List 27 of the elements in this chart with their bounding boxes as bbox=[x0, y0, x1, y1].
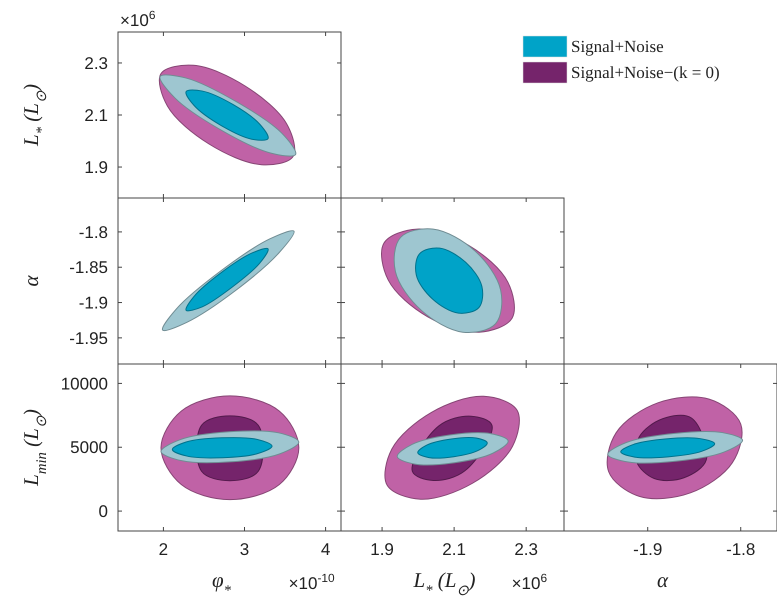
x-axis-title: α bbox=[656, 568, 669, 592]
y-tick-label: 2.1 bbox=[84, 106, 108, 125]
y-tick-label: -1.9 bbox=[78, 293, 108, 312]
text: ×10$^{-10}$ bbox=[288, 571, 336, 593]
legend-label: Signal+Noise bbox=[571, 37, 664, 56]
x-tick-label: -1.9 bbox=[633, 540, 662, 559]
y-tick-label: 10000 bbox=[60, 374, 108, 394]
x-tick-label: -1.8 bbox=[726, 540, 756, 559]
y-tick-label: -1.8 bbox=[78, 222, 108, 242]
x-tick-label: 2 bbox=[158, 540, 168, 559]
y-tick-label: -1.95 bbox=[69, 328, 108, 348]
y-axis-title: α bbox=[19, 274, 43, 287]
x-axis-title: φ$_{*}$ bbox=[212, 568, 232, 597]
x-axis-title: L$_{*}$ (L$_{⊙}$) bbox=[412, 568, 476, 597]
legend-label: Signal+Noise−(k = 0) bbox=[571, 63, 720, 82]
text: ×10$^{6}$ bbox=[512, 571, 548, 593]
y-tick-label: -1.85 bbox=[69, 258, 108, 278]
y-tick-label: 2.3 bbox=[84, 54, 108, 73]
y-tick-label: 5000 bbox=[70, 438, 108, 458]
y-tick-label: 1.9 bbox=[84, 158, 108, 177]
x-tick-label: 2.3 bbox=[514, 540, 538, 559]
x-tick-label: 1.9 bbox=[370, 540, 394, 559]
text: ×10$^{6}$ bbox=[120, 8, 156, 30]
y-tick-label: 0 bbox=[98, 502, 108, 522]
x-tick-label: 4 bbox=[320, 540, 330, 559]
x-tick-label: 3 bbox=[240, 540, 250, 559]
x-tick-label: 2.1 bbox=[442, 540, 466, 559]
